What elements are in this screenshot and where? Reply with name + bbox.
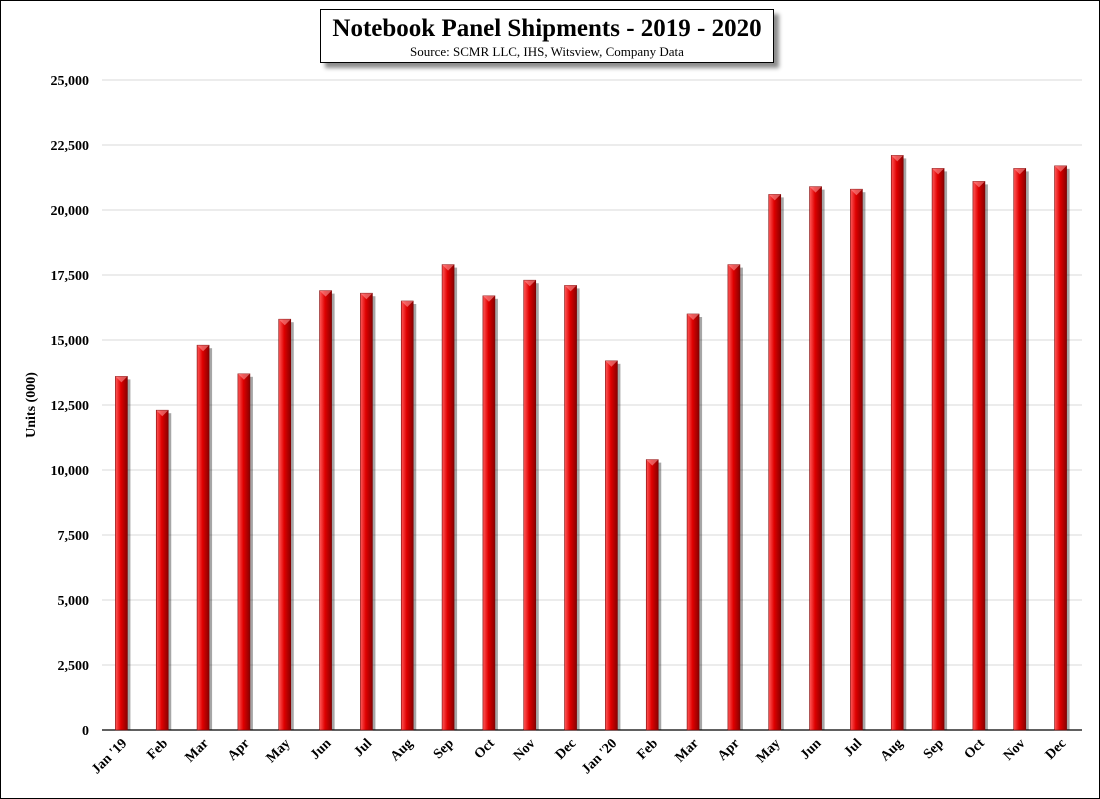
bar <box>972 181 986 731</box>
y-tick-label: 20,000 <box>51 204 90 219</box>
x-tick-label: Mar <box>183 736 212 765</box>
x-tick-label: Sep <box>921 736 947 762</box>
x-tick-label: Feb <box>635 736 662 763</box>
bar <box>196 344 210 731</box>
x-tick-label: Aug <box>388 736 416 764</box>
x-tick-label: Sep <box>431 736 457 762</box>
bar-bevel <box>768 194 781 201</box>
chart-subtitle: Source: SCMR LLC, IHS, Witsview, Company… <box>410 44 684 59</box>
bar <box>237 373 251 731</box>
bar-bevel <box>687 314 700 320</box>
bar <box>768 194 782 731</box>
bar-bevel <box>646 459 659 466</box>
bar <box>319 290 332 731</box>
x-tick-label: Oct <box>962 736 988 762</box>
bar-bevel <box>482 295 495 302</box>
bar <box>1054 165 1067 731</box>
y-tick-label: 2,500 <box>58 659 90 674</box>
y-tick-label: 5,000 <box>58 594 90 609</box>
bar-bevel <box>809 186 822 193</box>
y-tick-label: 7,500 <box>58 529 90 544</box>
bar <box>890 155 904 731</box>
chart-title: Notebook Panel Shipments - 2019 - 2020 <box>332 15 762 42</box>
x-tick-label: Jul <box>841 736 865 760</box>
bar-bevel <box>727 264 740 271</box>
bar <box>809 186 822 731</box>
bar <box>523 279 537 731</box>
x-tick-label: Nov <box>1001 736 1029 764</box>
bar <box>115 376 128 731</box>
bar <box>278 318 292 731</box>
y-axis-label: Units (000) <box>24 372 39 438</box>
x-tick-label: Aug <box>878 736 906 764</box>
x-tick-label: Feb <box>145 736 172 763</box>
y-tick-label: 25,000 <box>51 74 90 89</box>
bar-bevel <box>115 376 128 383</box>
y-tick-label: 10,000 <box>51 464 90 479</box>
bar-bevel <box>360 293 373 300</box>
bar <box>1013 168 1027 731</box>
bar-bevel <box>564 285 577 292</box>
bar-bevel <box>605 360 618 367</box>
bar-bevel <box>972 181 985 188</box>
y-tick-label: 12,500 <box>51 399 90 414</box>
bar-bevel <box>237 373 250 380</box>
x-tick-label: Apr <box>715 736 743 764</box>
bar-bevel <box>1054 165 1067 172</box>
bar-bevel <box>401 301 414 307</box>
bar <box>645 459 659 731</box>
bar-bevel <box>850 189 863 196</box>
bar <box>564 285 577 731</box>
bar <box>482 295 496 731</box>
bar-bevel <box>442 264 455 271</box>
x-tick-label: Mar <box>673 736 702 765</box>
bar <box>931 168 945 731</box>
bar <box>605 360 618 731</box>
bar-bevel <box>891 155 904 162</box>
chart-title-box: Notebook Panel Shipments - 2019 - 2020 S… <box>320 9 774 63</box>
bar-bevel <box>156 410 169 417</box>
x-tick-label: Dec <box>553 736 580 763</box>
x-tick-label: Jan '20 <box>579 736 620 777</box>
bar-bevel <box>278 319 291 326</box>
x-tick-label: Jun <box>308 736 335 763</box>
x-tick-label: Nov <box>511 736 539 764</box>
y-tick-label: 17,500 <box>51 269 90 284</box>
x-tick-label: May <box>754 736 784 766</box>
bar <box>850 188 863 731</box>
bar-bevel <box>1013 168 1026 175</box>
bar <box>686 313 700 731</box>
bar-bevel <box>197 345 210 352</box>
y-tick-label: 0 <box>82 724 89 739</box>
x-tick-label: Jun <box>798 736 825 763</box>
y-tick-label: 22,500 <box>51 139 90 154</box>
bar-bevel <box>523 280 536 287</box>
x-tick-label: Dec <box>1043 736 1070 763</box>
bar <box>360 292 373 731</box>
x-tick-label: May <box>264 736 294 766</box>
x-tick-label: Oct <box>472 736 498 762</box>
bar-bevel <box>319 290 332 297</box>
bar <box>727 264 741 731</box>
x-tick-label: Jul <box>351 736 375 760</box>
bar <box>155 409 169 731</box>
bar <box>400 300 414 731</box>
x-tick-label: Apr <box>225 736 253 764</box>
x-tick-label: Jan '19 <box>89 736 130 777</box>
bar <box>441 264 455 731</box>
bar-bevel <box>932 168 945 175</box>
y-tick-label: 15,000 <box>51 334 90 349</box>
